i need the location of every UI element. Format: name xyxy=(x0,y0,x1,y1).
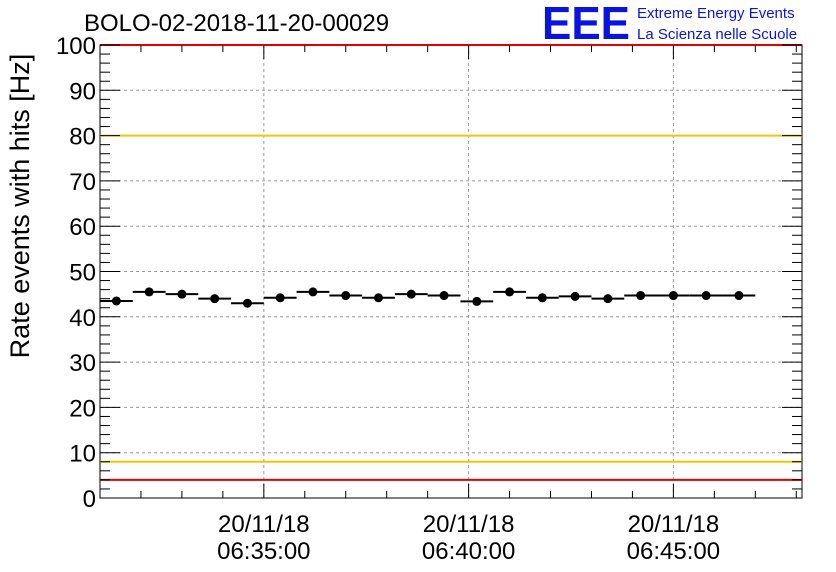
axis-ticks: 010203040506070809010020/11/1806:35:0020… xyxy=(56,33,802,565)
x-tick-date: 20/11/18 xyxy=(628,511,720,538)
data-point xyxy=(701,291,711,301)
data-point xyxy=(210,294,220,304)
y-tick-label: 100 xyxy=(56,33,96,60)
chart-title: BOLO-02-2018-11-20-00029 xyxy=(84,10,389,37)
data-point xyxy=(472,296,482,306)
data-point xyxy=(570,291,580,301)
y-axis-label: Rate events with hits [Hz] xyxy=(5,54,35,359)
y-tick-label: 30 xyxy=(69,350,96,377)
data-point xyxy=(374,293,384,303)
data-point xyxy=(111,296,121,306)
data-point xyxy=(537,293,547,303)
x-tick-date: 20/11/18 xyxy=(218,511,310,538)
data-point xyxy=(505,287,515,297)
x-tick-time: 06:35:00 xyxy=(217,538,310,565)
y-tick-label: 10 xyxy=(69,441,96,468)
data-point xyxy=(603,294,613,304)
data-point xyxy=(275,293,285,303)
logo-line-2: La Scienza nelle Scuole xyxy=(637,26,797,43)
data-point xyxy=(144,287,154,297)
y-tick-label: 80 xyxy=(69,124,96,151)
y-tick-label: 20 xyxy=(69,395,96,422)
data-point xyxy=(406,289,416,299)
eee-logo-mark: EEE xyxy=(542,0,630,49)
x-tick-time: 06:40:00 xyxy=(422,538,515,565)
y-tick-label: 90 xyxy=(69,78,96,105)
data-point xyxy=(341,291,351,301)
data-point xyxy=(636,291,646,301)
data-point xyxy=(439,291,449,301)
logo-line-1: Extreme Energy Events xyxy=(637,5,795,22)
data-point xyxy=(734,291,744,301)
y-tick-label: 0 xyxy=(83,486,96,513)
data-point xyxy=(308,287,318,297)
y-tick-label: 70 xyxy=(69,169,96,196)
data-point xyxy=(668,291,678,301)
data-point xyxy=(177,289,187,299)
y-tick-label: 60 xyxy=(69,214,96,241)
x-tick-date: 20/11/18 xyxy=(423,511,515,538)
y-tick-label: 40 xyxy=(69,305,96,332)
grid xyxy=(100,45,802,498)
data-point xyxy=(242,298,252,308)
reference-lines xyxy=(100,44,802,481)
x-tick-time: 06:45:00 xyxy=(627,538,720,565)
data-points xyxy=(100,287,756,308)
y-tick-label: 50 xyxy=(69,260,96,287)
eee-logo: EEE Extreme Energy Events La Scienza nel… xyxy=(542,0,797,49)
